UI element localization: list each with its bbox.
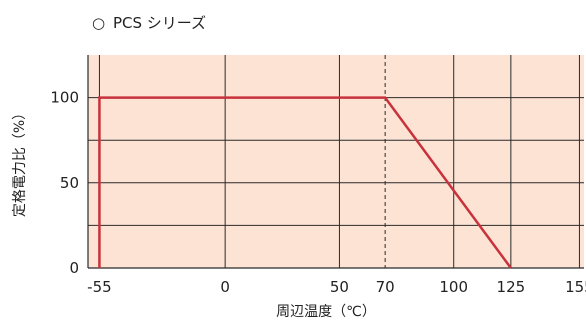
x-tick-label: 125 (497, 278, 526, 296)
x-tick-label: 100 (439, 278, 468, 296)
y-axis-label: 定格電力比（%） (12, 106, 28, 217)
x-tick-label: 70 (376, 278, 395, 296)
x-tick-label: 0 (220, 278, 230, 296)
x-axis-label: 周辺温度（℃） (276, 304, 376, 320)
x-tick-label: 50 (330, 278, 349, 296)
y-tick-label: 0 (69, 259, 79, 277)
derating-curve (98, 96, 512, 269)
grid (87, 55, 584, 269)
y-tick-label: 100 (50, 89, 79, 107)
y-tick-label: 50 (60, 174, 79, 192)
x-tick-label: -55 (87, 278, 112, 296)
title-label: PCS シリーズ (113, 14, 206, 32)
chart-title: ○ PCS シリーズ (92, 14, 206, 32)
plot-area (88, 55, 584, 268)
series (98, 96, 512, 269)
y-axis-ticks: 0 50 100 (50, 89, 79, 277)
title-marker: ○ (92, 14, 105, 32)
x-tick-label: 155 (565, 278, 586, 296)
x-axis-ticks: -55 0 50 70 100 125 155 (87, 278, 586, 296)
